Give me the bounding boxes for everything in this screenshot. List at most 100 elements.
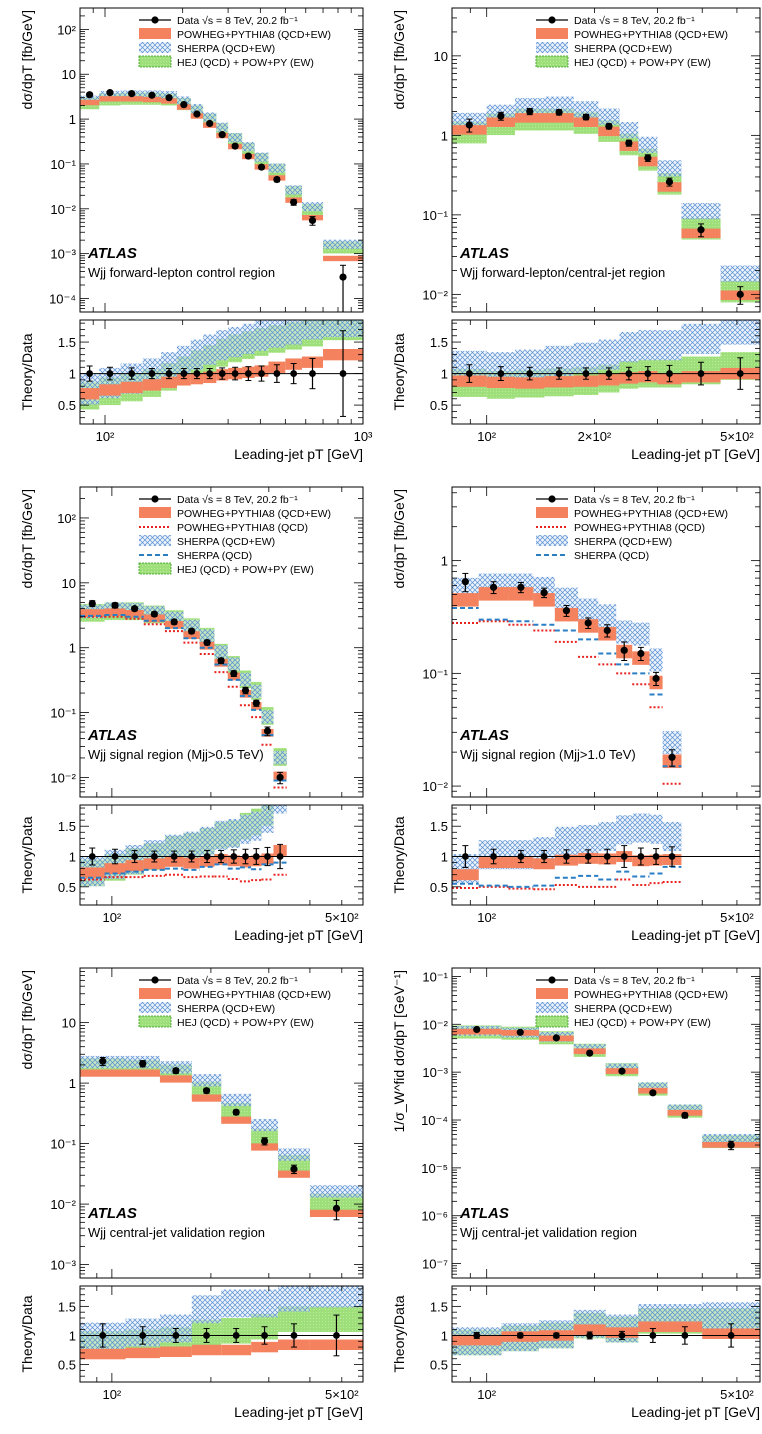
sherpa-ratio-band (176, 345, 191, 377)
x-tick-label: 5×10² (720, 429, 754, 444)
ratio-y-tick-label: 1 (69, 1328, 76, 1343)
main-frame (451, 967, 761, 1279)
ratio-y-axis-label: Theory/Data (19, 333, 35, 410)
sherpa-ratio-band (309, 1286, 363, 1308)
legend-hej-swatch (535, 1015, 569, 1028)
ratio-data-point (540, 853, 548, 860)
sherpa-ratio-band (638, 330, 658, 361)
ratio-data-point (290, 1332, 298, 1339)
sherpa-band (309, 1185, 363, 1198)
sherpa-band (638, 136, 658, 154)
ratio-data-point (290, 370, 298, 377)
ratio-data-point (148, 370, 156, 377)
powheg-band (278, 1170, 310, 1178)
x-axis-label: Leading-jet pT [GeV] (631, 446, 760, 462)
data-point (697, 226, 705, 234)
y-tick-label: 10 (62, 67, 76, 82)
data-point (555, 108, 563, 116)
x-tick-label: 10² (102, 910, 121, 925)
powheg-ratio-band (515, 377, 545, 389)
ratio-data-point (586, 1332, 594, 1339)
data-point (461, 578, 469, 586)
x-tick-label: 5×10² (325, 1387, 359, 1402)
main-plot-area (452, 572, 682, 785)
legend-data-marker (151, 495, 159, 503)
ratio-y-axis-label: Theory/Data (391, 1295, 407, 1372)
powheg-ratio-band (221, 1344, 252, 1356)
powheg-band (533, 593, 555, 607)
legend-entry-sherpa: SHERPA (QCD+EW) (139, 1002, 275, 1015)
legend-label-powheg: POWHEG+PYTHIA8 (QCD+EW) (574, 989, 728, 1001)
legend-entry-powheg: POWHEG+PYTHIA8 (QCD+EW) (139, 988, 331, 1001)
sherpa-ratio-band (216, 330, 229, 361)
sherpa-ratio-band (183, 831, 200, 861)
ratio-y-axis-label: Theory/Data (391, 333, 407, 410)
powheg-band (183, 631, 200, 640)
legend-label-powheg: POWHEG+PYTHIA8 (QCD+EW) (574, 29, 728, 41)
powheg-ratio-band (176, 374, 191, 386)
data-point (257, 163, 266, 171)
sherpa-ratio-band (268, 320, 286, 348)
legend-label-powheg: POWHEG+PYTHIA8 (QCD+EW) (177, 989, 331, 1001)
data-point (273, 175, 281, 184)
powheg-band (544, 113, 574, 123)
x-tick-label: 5×10² (325, 910, 359, 925)
sherpa-ratio-band (190, 339, 204, 370)
data-point (231, 142, 239, 150)
y-axis-label: dσ/dpT [fb/GeV] (19, 970, 35, 1069)
legend-label-powheg: POWHEG+PYTHIA8 (QCD+EW) (177, 29, 331, 41)
main-frame (451, 7, 761, 313)
chart-panel-6: 10⁻⁷ 10⁻⁶ 10⁻⁵ 10⁻⁴ 10⁻³ 10⁻² 10⁻¹ 10² 5×10² 0.5 1… (391, 967, 761, 1420)
sherpa-band (216, 122, 229, 132)
powheg-band (486, 117, 516, 127)
chart-panel-2: 10⁻² 10⁻¹ 1 10 10² 2×10² 5×10² 0.5 1 1.5 Leading-j… (391, 7, 761, 462)
hej-band (251, 1128, 279, 1146)
powheg-ratio-band (125, 1347, 160, 1359)
data-point (260, 1137, 269, 1145)
sherpa-ratio-band (323, 320, 363, 338)
legend-sherpa-swatch (536, 42, 568, 53)
ratio-data-point (637, 853, 645, 860)
legend-label-sherpa-qcd: SHERPA (QCD) (574, 550, 649, 562)
data-point (618, 1067, 626, 1075)
legend-data-marker (151, 976, 159, 984)
powheg-band (515, 113, 545, 123)
y-tick-label: 10⁻² (50, 770, 76, 785)
y-tick-label: 10⁻¹ (422, 666, 448, 681)
y-tick-label: 10⁻² (422, 287, 448, 302)
ratio-data-point (242, 853, 249, 860)
data-point (516, 1028, 524, 1036)
ratio-data-point (620, 853, 628, 860)
ratio-data-point (99, 1332, 107, 1339)
powheg-band (99, 96, 121, 102)
ratio-data-point (172, 1332, 180, 1339)
data-point (187, 627, 196, 635)
data-point (603, 626, 611, 635)
sherpa-ratio-band (214, 820, 228, 850)
powheg-ratio-band (573, 1324, 606, 1335)
sherpa-band (720, 265, 760, 282)
ratio-data-point (131, 853, 139, 860)
main-plot-area (80, 88, 363, 312)
data-point (540, 589, 548, 597)
y-tick-label: 10⁻¹ (50, 1137, 76, 1152)
sherpa-band (191, 1074, 222, 1087)
legend-label-sherpa: SHERPA (QCD+EW) (574, 1003, 672, 1015)
legend-sherpa-swatch (139, 42, 171, 53)
data-point (263, 727, 272, 735)
data-point (202, 1087, 211, 1095)
sherpa-band (702, 1133, 760, 1144)
legend-entry-hej: HEJ (QCD) + POW+PY (EW) (138, 562, 314, 576)
powheg-band (508, 587, 534, 601)
powheg-band (120, 96, 143, 102)
sherpa-band (301, 202, 324, 212)
ratio-frame (451, 804, 761, 906)
sherpa-band (278, 1148, 310, 1161)
y-tick-label: 10² (57, 511, 76, 526)
data-point (517, 583, 525, 591)
y-tick-label: 10⁻¹ (50, 706, 76, 721)
y-axis-label: dσ/dpT [fb/GeV] (19, 489, 35, 588)
ratio-data-point (258, 370, 265, 377)
ratio-data-point (232, 1332, 240, 1339)
